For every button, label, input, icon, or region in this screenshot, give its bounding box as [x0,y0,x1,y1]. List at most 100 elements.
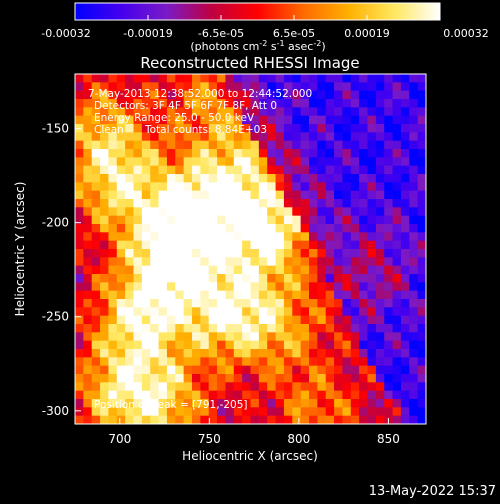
heatmap-cell [283,207,293,217]
heatmap-cell [183,332,193,342]
heatmap-cell [258,265,268,275]
heatmap-cell [409,274,419,283]
heatmap-cell [75,324,84,333]
heatmap-cell [367,332,377,342]
heatmap-cell [116,415,126,424]
heatmap-cell [250,349,260,358]
heatmap-cell [150,274,160,283]
heatmap-cell [150,315,160,325]
heatmap-cell [367,199,377,208]
heatmap-cell [417,282,426,292]
heatmap-cell [292,90,302,100]
heatmap-cell [116,240,126,250]
heatmap-cell [300,249,310,258]
heatmap-cell [325,99,335,108]
heatmap-cell [300,182,310,192]
heatmap-cell [258,324,268,333]
heatmap-cell [183,232,193,242]
heatmap-cell [108,374,118,383]
heatmap-cell [192,307,201,317]
heatmap-cell [392,232,402,242]
heatmap-cell [141,390,151,400]
heatmap-cell [309,315,318,325]
heatmap-cell [300,224,310,233]
heatmap-cell [292,299,302,308]
heatmap-cell [300,265,310,275]
heatmap-cell [225,357,235,367]
heatmap-cell [116,165,126,175]
heatmap-cell [334,99,344,108]
heatmap-cell [292,324,302,333]
heatmap-cell [116,99,126,108]
x-tick-label: 700 [108,432,131,446]
heatmap-cell [233,282,243,292]
heatmap-cell [150,399,160,408]
heatmap-cell [150,332,160,342]
heatmap-cell [317,257,327,267]
heatmap-cell [325,182,335,192]
heatmap-cell [359,165,369,175]
heatmap-cell [342,340,352,350]
heatmap-cell [350,324,360,333]
heatmap-cell [208,182,218,192]
heatmap-cell [309,99,318,108]
heatmap-cell [359,365,369,375]
heatmap-cell [183,274,193,283]
heatmap-cell [392,390,402,400]
heatmap-cell [192,124,201,133]
heatmap-cell [141,124,151,133]
heatmap-cell [116,174,126,183]
heatmap-cell [100,124,110,133]
heatmap-cell [317,82,327,92]
heatmap-cell [183,107,193,117]
heatmap-cell [350,149,360,158]
heatmap-cell [275,115,285,125]
heatmap-cell [150,232,160,242]
heatmap-cell [233,124,243,133]
heatmap-cell [75,282,84,292]
heatmap-cell [242,274,252,283]
heatmap-cell [367,215,377,225]
heatmap-cell [375,390,385,400]
heatmap-cell [175,174,185,183]
heatmap-cell [83,299,93,308]
heatmap-cell [208,307,218,317]
heatmap-cell [108,299,118,308]
heatmap-cell [158,382,168,392]
heatmap-cell [192,365,201,375]
heatmap-cell [375,307,385,317]
heatmap-cell [217,107,227,117]
heatmap-cell [91,190,101,200]
heatmap-cell [384,82,394,92]
heatmap-cell [116,382,126,392]
heatmap-cell [417,307,426,317]
heatmap-cell [250,165,260,175]
heatmap-cell [417,140,426,150]
heatmap-cell [275,365,285,375]
heatmap-cell [175,282,185,292]
heatmap-cell [267,340,277,350]
heatmap-cell [400,232,410,242]
heatmap-cell [350,140,360,150]
heatmap-cell [375,290,385,300]
heatmap-cell [116,157,126,167]
heatmap-cell [250,149,260,158]
heatmap-cell [342,174,352,183]
heatmap-cell [183,182,193,192]
heatmap-cell [334,174,344,183]
heatmap-cell [166,307,176,317]
heatmap-cell [116,82,126,92]
heatmap-cell [242,374,252,383]
heatmap-cell [91,315,101,325]
heatmap-cell [208,157,218,167]
heatmap-cell [392,174,402,183]
heatmap-cell [309,115,318,125]
heatmap-cell [91,390,101,400]
heatmap-cell [367,357,377,367]
heatmap-cell [309,282,318,292]
heatmap-cell [300,365,310,375]
heatmap-cell [359,382,369,392]
heatmap-cell [267,415,277,424]
heatmap-cell [317,199,327,208]
heatmap-cell [250,407,260,417]
